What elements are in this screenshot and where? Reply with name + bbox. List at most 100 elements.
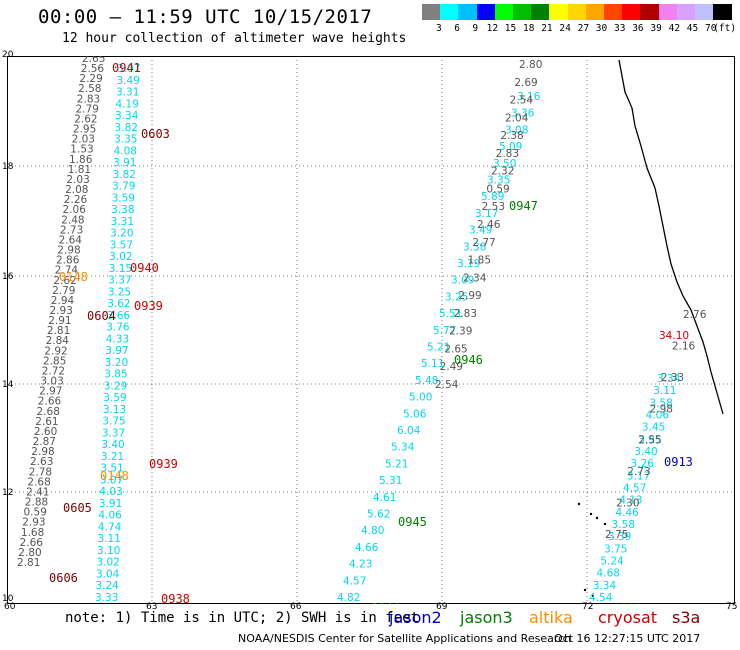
wave-height-value: 3.07 [117, 63, 140, 75]
wave-height-value: 2.30 [616, 498, 639, 510]
wave-height-value: 3.07 [100, 474, 123, 486]
wave-height-value: 3.49 [117, 75, 140, 87]
island [589, 512, 593, 516]
wave-height-value: 4.57 [343, 575, 366, 587]
wave-height-value: 4.80 [361, 525, 384, 537]
wave-height-value: 5.89 [481, 191, 504, 203]
wave-height-value: 3.17 [475, 208, 498, 220]
wave-height-value: 2.83 [77, 93, 100, 105]
wave-height-value: 3.59 [103, 392, 126, 404]
wave-height-value: 2.33 [661, 372, 684, 384]
wave-height-value: 3.95 [638, 434, 661, 446]
wave-height-value: 4.19 [116, 98, 139, 110]
pass-time-label: 0912 [613, 601, 642, 604]
wave-height-value: 6.04 [397, 425, 421, 437]
wave-height-value: 3.66 [107, 310, 131, 322]
wave-height-value: 3.20 [105, 357, 128, 369]
wave-height-value: 3.11 [97, 533, 120, 545]
pass-time-label: 0939 [149, 457, 178, 471]
pass-time-label: 0944 [371, 601, 400, 604]
wave-height-value: 2.61 [35, 416, 58, 428]
scale-swatch [549, 4, 569, 20]
wave-height-value: 3.91 [113, 157, 136, 169]
scale-label: 6 [454, 23, 460, 34]
island [591, 594, 595, 598]
wave-height-value: 4.23 [349, 559, 372, 571]
wave-height-value: 2.34 [463, 272, 487, 284]
pass-time-label: 0604 [87, 309, 116, 323]
wave-height-value: 3.38 [111, 204, 134, 216]
scale-label: 42 [668, 23, 681, 34]
pass-time-label: 0939 [134, 299, 163, 313]
longitude-label: 66 [290, 602, 302, 612]
wave-height-value: 2.99 [458, 290, 481, 302]
wave-height-value: 5.51 [439, 308, 462, 320]
wave-height-value: 2.76 [683, 309, 707, 321]
pass-time-label: 0940 [130, 261, 159, 275]
grid-lines [7, 56, 735, 604]
wave-height-value: 5.21 [385, 458, 408, 470]
wave-height-value: 3.82 [115, 122, 138, 134]
island [603, 522, 607, 526]
scale-label: 15 [504, 23, 517, 34]
wave-height-value: 3.35 [114, 134, 137, 146]
map-border [7, 56, 735, 604]
wave-height-value: 4.08 [114, 145, 137, 157]
wave-height-value: 3.09 [451, 275, 474, 287]
wave-height-value: 3.16 [517, 91, 541, 103]
wave-height-value: 5.09 [499, 141, 522, 153]
wave-height-value: 2.94 [51, 295, 75, 307]
wave-height-value: 3.75 [102, 416, 125, 428]
legend-cryosat: cryosat [598, 608, 658, 627]
wave-height-value: 2.98 [31, 446, 54, 458]
wave-height-value: 2.81 [17, 557, 40, 569]
wave-height-value: 2.79 [52, 285, 75, 297]
pass-time-label: 0913 [664, 455, 693, 469]
wave-height-value: 2.87 [33, 436, 56, 448]
wave-height-value: 2.72 [42, 365, 65, 377]
wave-height-value: 5.24 [600, 556, 624, 568]
latitude-label: 12 [2, 488, 14, 498]
wave-height-value: 2.48 [61, 214, 84, 226]
scale-swatch [476, 4, 496, 20]
wave-height-value: 5.62 [367, 509, 390, 521]
coastline [577, 59, 724, 598]
wave-height-value: 3.40 [634, 446, 657, 458]
wave-height-value: 2.77 [472, 237, 495, 249]
wave-height-value: 2.95 [73, 124, 96, 136]
wave-height-value: 2.66 [38, 396, 62, 408]
wave-height-value: 3.51 [100, 463, 123, 475]
island [577, 502, 581, 506]
wave-height-value: 2.92 [44, 345, 67, 357]
wave-height-value: 4.57 [623, 483, 646, 495]
legend-altika: altika [529, 608, 573, 627]
scale-swatch [494, 4, 514, 20]
wave-height-value: 3.21 [101, 451, 124, 463]
wave-height-value: 3.49 [469, 225, 492, 237]
wave-height-value: 5.00 [409, 392, 432, 404]
wave-height-value: 2.46 [477, 219, 501, 231]
wave-height-value: 1.81 [68, 164, 91, 176]
wave-height-value: 3.19 [457, 258, 480, 270]
pass-time-label: 0941 [112, 61, 141, 75]
wave-height-value: 2.54 [435, 379, 459, 391]
wave-height-value: 3.59 [112, 192, 135, 204]
wave-height-value: 3.20 [110, 228, 133, 240]
wave-height-value: 3.25 [445, 291, 468, 303]
wave-height-value: 3.75 [604, 543, 627, 555]
wave-height-value: 3.31 [111, 216, 134, 228]
footnote: note: 1) Time is in UTC; 2) SWH is in fe… [65, 610, 420, 626]
scale-label: 24 [559, 23, 571, 34]
map-title: 00:00 – 11:59 UTC 10/15/2017 [38, 6, 373, 28]
pass-time-label: 0606 [49, 571, 78, 585]
wave-height-value: 0.59 [486, 183, 509, 195]
scale-label: 39 [650, 23, 662, 34]
wave-height-value: 5.77 [433, 325, 456, 337]
legend-jason3: jason3 [460, 608, 513, 627]
wave-height-value: 3.34 [593, 580, 617, 592]
wave-height-value: 4.06 [98, 510, 122, 522]
wave-height-value: 2.73 [627, 466, 650, 478]
wave-height-value: 3.62 [107, 298, 130, 310]
wave-height-value: 3.97 [105, 345, 128, 357]
wave-height-value: 2.60 [34, 426, 57, 438]
